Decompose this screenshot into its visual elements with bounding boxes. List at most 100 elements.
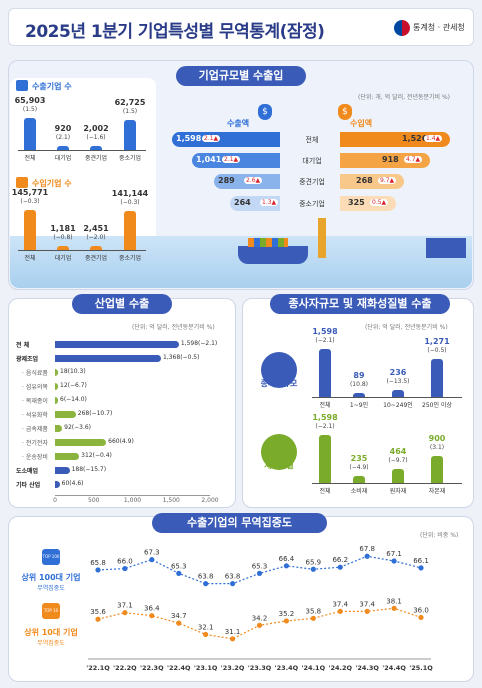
- count-category: 대기업: [54, 155, 72, 162]
- column-change: (10.8): [349, 381, 369, 388]
- employee-unit: (단위: 억 달러, 전년동분기비 %): [365, 324, 448, 331]
- money-bag-icon: $: [258, 104, 272, 120]
- industry-bar: [55, 453, 80, 460]
- import-count-icon: [16, 177, 28, 188]
- count-value: 2,002: [83, 124, 109, 133]
- export-funnel-change: 2.1▲: [222, 156, 241, 163]
- count-change: (−0.8): [53, 234, 73, 241]
- count-bar: [24, 118, 36, 150]
- industry-section-title: 산업별 수출: [72, 294, 172, 314]
- industry-bar: [55, 369, 58, 376]
- industry-tick: 1,500: [162, 497, 180, 504]
- industry-bar: [55, 355, 162, 362]
- funnel-category: 전체: [305, 136, 319, 144]
- column-bar: [319, 349, 331, 397]
- import-funnel-value: 918: [382, 155, 399, 164]
- column-bar: [319, 435, 331, 483]
- column-value: 1,598: [312, 413, 338, 422]
- count-change: (−1.6): [86, 134, 106, 141]
- industry-category: · 운송장비: [22, 454, 48, 461]
- industry-value: 312(−0.4): [81, 452, 112, 459]
- count-value: 1,181: [50, 224, 76, 233]
- container-stack-icon: [248, 238, 288, 247]
- industry-bar: [55, 397, 58, 404]
- employee-section-title: 종사자규모 및 재화성질별 수출: [270, 294, 450, 314]
- agency-name: 통계청 · 관세청: [413, 23, 465, 32]
- column-category: 1~9인: [349, 402, 369, 409]
- top100-badge-text: TOP 100: [42, 554, 60, 559]
- column-category: 소비재: [350, 488, 368, 495]
- column-change: (−13.5): [386, 377, 410, 385]
- industry-category: 광제조업: [16, 356, 39, 363]
- column-bar: [392, 389, 404, 397]
- ship-icon: [238, 246, 308, 264]
- column-change: (−9.7): [388, 457, 408, 465]
- column-value: 236: [389, 367, 407, 377]
- export-funnel-value: 289: [218, 176, 235, 185]
- count-change: (−0.3): [120, 199, 140, 207]
- column-change: (−4.9): [349, 463, 369, 471]
- column-axis: [312, 397, 462, 398]
- industry-unit: (단위: 억 달러, 전년동분기비 %): [132, 324, 215, 331]
- top10-sublabel: 무역집중도: [37, 640, 65, 647]
- export-funnel-bar: [172, 132, 280, 147]
- top100-badge: TOP 100: [42, 549, 60, 565]
- count-axis: [18, 250, 146, 251]
- industry-value: 188(−15.7): [71, 466, 107, 473]
- import-funnel-change: 0.5▲: [370, 199, 389, 206]
- funnel-category: 중견기업: [299, 178, 325, 186]
- export-funnel-change: 2.1▲: [202, 135, 221, 142]
- count-change: (1.5): [22, 106, 38, 113]
- import-funnel-value: 325: [348, 198, 365, 207]
- column-axis: [312, 483, 462, 484]
- industry-category: · 섬유의복: [22, 384, 48, 391]
- column-bar: [392, 469, 404, 483]
- column-bar: [353, 393, 365, 397]
- column-bar: [353, 475, 365, 483]
- count-change: (1.5): [122, 107, 138, 115]
- people-icon: [261, 352, 297, 388]
- column-value: 1,271: [424, 336, 450, 346]
- industry-category: 기타 산업: [16, 482, 41, 489]
- import-amount-badge: 수입액: [350, 111, 390, 128]
- count-category: 중소기업: [118, 155, 142, 162]
- factory-icon: [426, 238, 466, 258]
- count-category: 대기업: [54, 255, 72, 262]
- industry-value: 1,368(−0.5): [163, 354, 200, 361]
- import-funnel-change: 4.7▲: [404, 156, 423, 163]
- size-unit: (단위: 개, 억 달러, 전년동분기비 %): [358, 94, 450, 101]
- column-category: 250인 이상: [422, 402, 452, 409]
- count-axis: [18, 150, 146, 151]
- import-funnel-value: 268: [356, 176, 373, 185]
- industry-value: 60(4.6): [61, 480, 84, 487]
- crane-icon: [318, 218, 326, 258]
- top100-label: 상위 100대 기업: [21, 573, 81, 582]
- column-value: 464: [389, 447, 407, 457]
- industry-category: 전 체: [16, 342, 30, 349]
- goods-type-label: 재화성질: [264, 461, 294, 470]
- count-category: 전체: [24, 155, 36, 162]
- industry-value: 18(10.3): [60, 368, 86, 375]
- funnel-category: 중소기업: [299, 200, 325, 208]
- count-change: (−0.3): [20, 198, 40, 205]
- size-section-title: 기업규모별 수출입: [176, 66, 306, 86]
- count-bar: [57, 146, 69, 150]
- count-bar: [24, 210, 36, 250]
- export-amount-label: 수출액: [227, 119, 250, 128]
- count-value: 141,144: [111, 189, 149, 199]
- industry-value: 1,598(−2.1): [180, 340, 218, 347]
- employee-size-label: 종사자규모: [260, 379, 298, 388]
- industry-tick: 500: [88, 497, 100, 504]
- import-funnel-value: 1,526: [402, 134, 428, 143]
- column-value: 89: [353, 371, 365, 380]
- count-category: 전체: [24, 255, 36, 262]
- industry-axis: [55, 495, 210, 496]
- export-count-label: 수출기업 수: [32, 82, 72, 91]
- column-category: 10~249인: [383, 402, 413, 409]
- industry-tick: 1,000: [123, 497, 142, 504]
- goods-icon: [261, 434, 297, 470]
- count-value: 145,771: [11, 188, 49, 197]
- industry-value: 92(−3.6): [64, 424, 92, 431]
- industry-value: 660(4.9): [108, 438, 134, 445]
- industry-bar: [55, 439, 107, 446]
